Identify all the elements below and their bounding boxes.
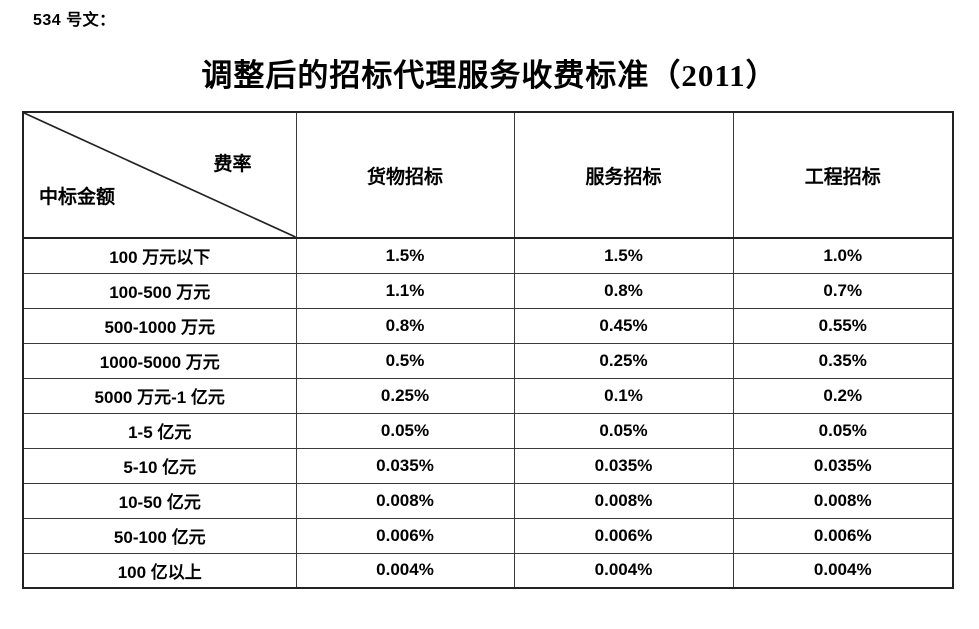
amount-range-label: 5-10 亿元 [22,447,297,484]
page-title: 调整后的招标代理服务收费标准（2011） [201,58,778,93]
fee-table-body: 100 万元以下 1.5% 1.5% 1.0% 100-500 万元 1.1% 0.8% 0.… [22,237,954,589]
fee-rate-value: 0.5% [295,342,515,379]
fee-rate-value: 0.25% [513,342,734,379]
table-row: 5000 万元-1 亿元 0.25% 0.1% 0.2% [22,377,954,414]
fee-rate-value: 0.006% [732,517,954,554]
fee-rate-value: 0.8% [513,272,734,309]
fee-rate-value: 0.05% [513,412,734,449]
table-row: 100-500 万元 1.1% 0.8% 0.7% [22,272,954,309]
column-header-goods-tender: 货物招标 [295,111,515,239]
table-row: 1-5 亿元 0.05% 0.05% 0.05% [22,412,954,449]
fee-rate-value: 0.05% [732,412,954,449]
fee-rate-value: 0.45% [513,307,734,344]
fee-rate-value: 1.1% [295,272,515,309]
corner-header-cell: 费率 中标金额 [22,111,297,239]
fee-rate-value: 1.5% [513,237,734,274]
table-row: 50-100 亿元 0.006% 0.006% 0.006% [22,517,954,554]
fee-rate-value: 0.006% [295,517,515,554]
column-header-works-tender: 工程招标 [732,111,954,239]
table-row: 100 亿以上 0.004% 0.004% 0.004% [22,552,954,589]
table-row: 500-1000 万元 0.8% 0.45% 0.55% [22,307,954,344]
fee-rate-value: 0.004% [732,552,954,589]
fee-rate-value: 0.55% [732,307,954,344]
fee-rate-value: 0.2% [732,377,954,414]
fee-rate-value: 0.1% [513,377,734,414]
amount-range-label: 500-1000 万元 [22,307,297,344]
corner-label-bid-amount: 中标金额 [39,187,116,208]
fee-rate-value: 0.008% [732,482,954,519]
fee-rate-value: 0.035% [732,447,954,484]
table-row: 10-50 亿元 0.008% 0.008% 0.008% [22,482,954,519]
fee-rate-value: 0.008% [295,482,515,519]
amount-range-label: 50-100 亿元 [22,517,297,554]
header-row: 费率 中标金额 货物招标 服务招标 工程招标 [22,111,954,239]
fee-rate-value: 0.7% [732,272,954,309]
amount-range-label: 5000 万元-1 亿元 [22,377,297,414]
amount-range-label: 10-50 亿元 [22,482,297,519]
fee-rate-value: 0.05% [295,412,515,449]
table-row: 5-10 亿元 0.035% 0.035% 0.035% [22,447,954,484]
amount-range-label: 1-5 亿元 [22,412,297,449]
fee-rate-value: 1.0% [732,237,954,274]
document-reference: 534 号文： [33,12,116,29]
amount-range-label: 100-500 万元 [22,272,297,309]
amount-range-label: 1000-5000 万元 [22,342,297,379]
fee-rate-value: 0.35% [732,342,954,379]
table-row: 1000-5000 万元 0.5% 0.25% 0.35% [22,342,954,379]
amount-range-label: 100 亿以上 [22,552,297,589]
fee-rate-value: 0.006% [513,517,734,554]
fee-rate-value: 0.008% [513,482,734,519]
fee-rate-value: 1.5% [295,237,515,274]
fee-rate-value: 0.035% [295,447,515,484]
fee-rate-value: 0.8% [295,307,515,344]
amount-range-label: 100 万元以下 [22,237,297,274]
corner-label-rate: 费率 [213,154,252,175]
table-row: 100 万元以下 1.5% 1.5% 1.0% [22,237,954,274]
diagonal-divider-line [24,113,296,237]
fee-rate-value: 0.004% [513,552,734,589]
fee-rate-value: 0.25% [295,377,515,414]
column-header-services-tender: 服务招标 [513,111,734,239]
fee-rate-value: 0.004% [295,552,515,589]
fee-standard-table: 费率 中标金额 货物招标 服务招标 工程招标 100 万元以下 1.5% 1.5% 1… [22,111,954,589]
fee-rate-value: 0.035% [513,447,734,484]
